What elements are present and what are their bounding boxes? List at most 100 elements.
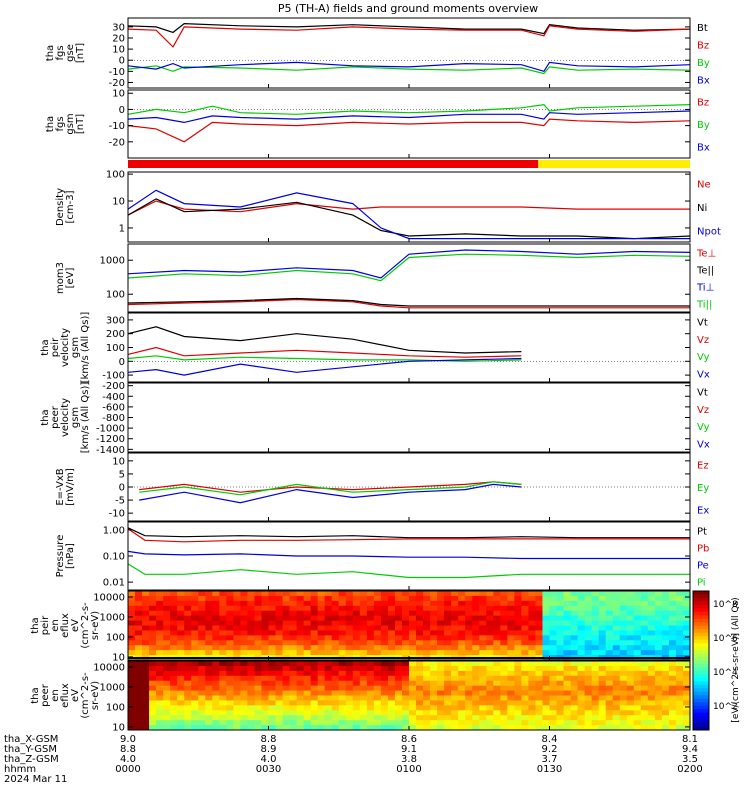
heatmap-cell <box>479 615 487 622</box>
heatmap-cell <box>577 715 586 721</box>
heatmap-cell <box>675 635 684 641</box>
heatmap-cell <box>156 715 164 721</box>
heatmap-cell <box>401 610 410 617</box>
heatmap-cell <box>345 675 354 682</box>
heatmap-cell <box>577 720 586 726</box>
heatmap-cell <box>394 620 403 626</box>
heatmap-cell <box>472 665 480 672</box>
heatmap-cell <box>324 635 333 641</box>
heatmap-cell <box>296 670 305 677</box>
heatmap-cell <box>226 690 234 696</box>
heatmap-cell <box>170 625 178 631</box>
series-line-by <box>127 65 691 75</box>
colorbar-cell <box>693 726 709 731</box>
heatmap-cell <box>556 690 565 696</box>
heatmap-cell <box>472 595 480 602</box>
heatmap-cell <box>640 680 649 687</box>
heatmap-cell <box>289 650 298 656</box>
heatmap-cell <box>528 620 536 626</box>
heatmap-cell <box>275 685 284 692</box>
heatmap-cell <box>668 645 677 651</box>
y-tick-label: -1400 <box>96 445 125 456</box>
heatmap-cell <box>465 591 473 597</box>
heatmap-cell <box>654 725 663 731</box>
heatmap-cell <box>647 615 656 622</box>
heatmap-cell <box>163 625 171 631</box>
legend-label: Bz <box>697 97 709 108</box>
heatmap-cell <box>535 595 543 602</box>
heatmap-cell <box>303 695 312 701</box>
heatmap-cell <box>556 680 565 687</box>
heatmap-cell <box>317 665 326 672</box>
heatmap-cell <box>240 605 248 612</box>
heatmap-cell <box>465 595 473 602</box>
heatmap-cell <box>535 605 543 612</box>
heatmap-cell <box>612 725 621 731</box>
y-axis-label: peer <box>50 405 61 429</box>
heatmap-cell <box>668 700 677 706</box>
heatmap-cell <box>647 695 656 701</box>
heatmap-cell <box>661 725 670 731</box>
heatmap-cell <box>612 650 621 656</box>
heatmap-cell <box>633 625 642 631</box>
heatmap-cell <box>289 635 298 641</box>
heatmap-cell <box>514 690 522 696</box>
heatmap-cell <box>619 670 628 677</box>
heatmap-cell <box>268 615 277 622</box>
heatmap-cell <box>191 645 199 651</box>
heatmap-cell <box>507 625 515 631</box>
heatmap-cell <box>142 595 150 602</box>
heatmap-cell <box>570 705 579 711</box>
heatmap-cell <box>373 610 382 617</box>
heatmap-cell <box>149 630 157 636</box>
heatmap-cell <box>479 670 487 677</box>
heatmap-cell <box>437 700 445 706</box>
heatmap-cell <box>135 665 143 672</box>
heatmap-cell <box>198 640 206 646</box>
colorbar-cell <box>693 604 709 609</box>
heatmap-cell <box>212 645 220 651</box>
y-tick-label: 100 <box>106 702 125 713</box>
heatmap-cell <box>486 661 494 667</box>
y-tick-label: 10 <box>112 89 125 100</box>
heatmap-cell <box>591 705 600 711</box>
heatmap-cell <box>577 685 586 692</box>
heatmap-cell <box>317 640 326 646</box>
heatmap-cell <box>465 600 473 607</box>
heatmap-cell <box>401 650 410 656</box>
heatmap-cell <box>605 725 614 731</box>
series-line-vt <box>127 326 522 354</box>
heatmap-cell <box>310 720 319 726</box>
heatmap-cell <box>605 620 614 626</box>
heatmap-cell <box>521 630 529 636</box>
heatmap-cell <box>570 720 579 726</box>
heatmap-cell <box>233 640 241 646</box>
heatmap-cell <box>268 680 277 687</box>
heatmap-cell <box>500 715 508 721</box>
series-line-vz <box>127 346 522 358</box>
heatmap-cell <box>605 665 614 672</box>
heatmap-cell <box>605 625 614 631</box>
heatmap-cell <box>387 630 396 636</box>
heatmap-cell <box>416 620 424 626</box>
heatmap-cell <box>472 725 480 731</box>
heatmap-cell <box>401 705 410 711</box>
heatmap-cell <box>654 630 663 636</box>
heatmap-cell <box>472 710 480 716</box>
heatmap-cell <box>394 615 403 622</box>
heatmap-cell <box>156 725 164 731</box>
heatmap-cell <box>528 710 536 716</box>
heatmap-cell <box>479 610 487 617</box>
heatmap-cell <box>654 661 663 667</box>
heatmap-cell <box>401 680 410 687</box>
heatmap-cell <box>500 600 508 607</box>
heatmap-cell <box>514 720 522 726</box>
heatmap-cell <box>219 665 227 672</box>
heatmap-cell <box>563 650 572 656</box>
heatmap-cell <box>570 635 579 641</box>
heatmap-cell <box>289 625 298 631</box>
heatmap-cell <box>247 640 255 646</box>
heatmap-cell <box>479 695 487 701</box>
heatmap-cell <box>451 625 459 631</box>
heatmap-cell <box>458 715 466 721</box>
